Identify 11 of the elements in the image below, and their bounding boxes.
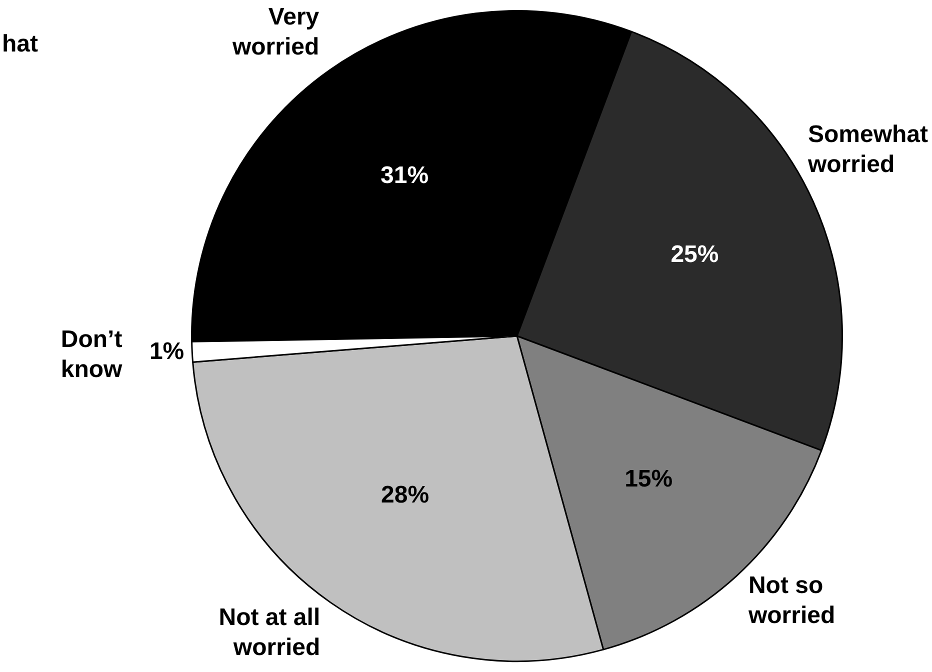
slice-label: Not so worried [747,572,836,630]
data-label: 31% [380,162,429,190]
data-label: 25% [670,241,719,268]
text: hat [2,30,38,58]
slice-label: Somewhat worried [806,120,928,178]
data-label: 1% [149,338,184,365]
slice-label: Don’t know [60,326,123,383]
data-label: 15% [624,466,673,493]
data-label: 28% [381,481,430,508]
slice-label: Not at all worried [218,604,320,661]
slice-label: Very worried [231,4,320,61]
